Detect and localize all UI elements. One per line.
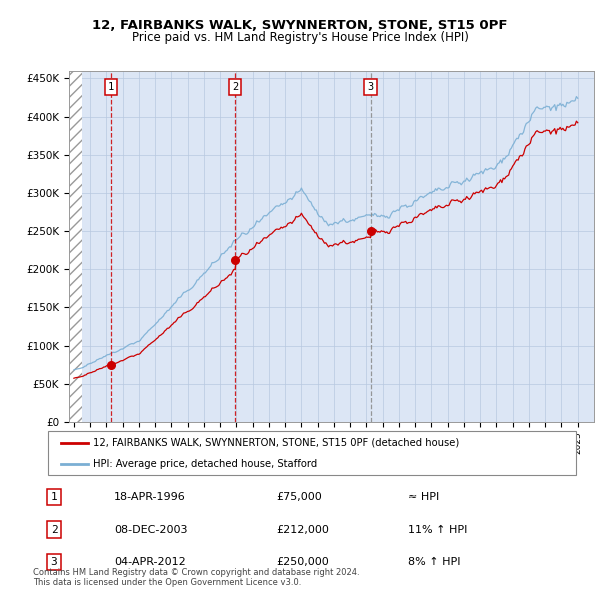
Text: 11% ↑ HPI: 11% ↑ HPI [408,525,467,535]
Bar [69,40,82,422]
Text: 18-APR-1996: 18-APR-1996 [114,492,186,502]
Text: ≈ HPI: ≈ HPI [408,492,439,502]
Text: 04-APR-2012: 04-APR-2012 [114,557,186,567]
Text: Price paid vs. HM Land Registry's House Price Index (HPI): Price paid vs. HM Land Registry's House … [131,31,469,44]
Text: 08-DEC-2003: 08-DEC-2003 [114,525,187,535]
Text: 3: 3 [50,557,58,567]
Text: £212,000: £212,000 [276,525,329,535]
Text: 8% ↑ HPI: 8% ↑ HPI [408,557,461,567]
FancyBboxPatch shape [48,431,576,475]
Text: HPI: Average price, detached house, Stafford: HPI: Average price, detached house, Staf… [93,459,317,469]
Text: 2: 2 [232,81,238,91]
Text: £75,000: £75,000 [276,492,322,502]
Text: 3: 3 [367,81,374,91]
Text: 1: 1 [50,492,58,502]
Text: 2: 2 [50,525,58,535]
Text: £250,000: £250,000 [276,557,329,567]
Text: 12, FAIRBANKS WALK, SWYNNERTON, STONE, ST15 0PF: 12, FAIRBANKS WALK, SWYNNERTON, STONE, S… [92,19,508,32]
Text: 12, FAIRBANKS WALK, SWYNNERTON, STONE, ST15 0PF (detached house): 12, FAIRBANKS WALK, SWYNNERTON, STONE, S… [93,438,459,448]
Text: 1: 1 [108,81,114,91]
Text: Contains HM Land Registry data © Crown copyright and database right 2024.
This d: Contains HM Land Registry data © Crown c… [33,568,359,587]
